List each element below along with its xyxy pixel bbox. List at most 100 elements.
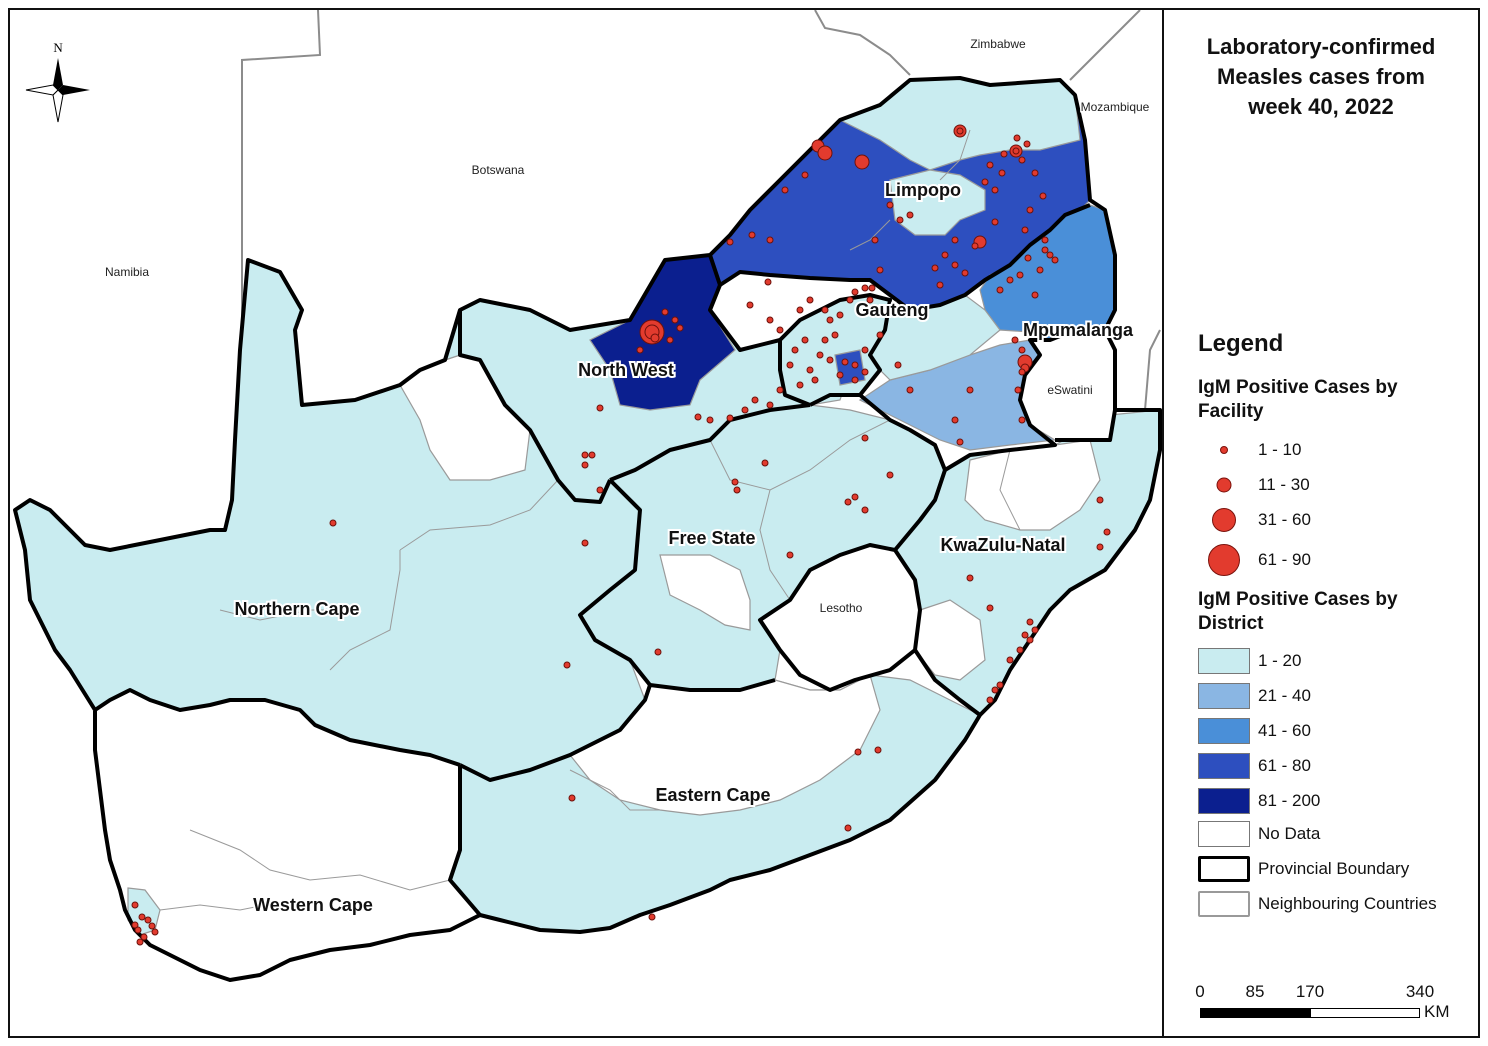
case-point (596, 486, 604, 494)
case-point (766, 236, 774, 244)
case-point (581, 451, 589, 459)
case-point (766, 401, 774, 409)
case-point (841, 358, 849, 366)
case-point (581, 461, 589, 469)
case-point (748, 231, 756, 239)
map-title-line-3: week 40, 2022 (1248, 94, 1394, 119)
case-point (776, 386, 784, 394)
scale-unit: KM (1424, 1002, 1450, 1021)
facility-heading-line-1: IgM Positive Cases by (1198, 377, 1398, 398)
case-point (1018, 156, 1026, 164)
district-class-4: 61 - 80 (1198, 753, 1478, 779)
case-point (886, 201, 894, 209)
case-point (1013, 134, 1021, 142)
legend-heading: Legend (1198, 330, 1284, 357)
country-label-namibia: Namibia (105, 265, 149, 279)
case-point (816, 351, 824, 359)
scale-tick-340: 340 (1405, 982, 1435, 1001)
case-point (781, 186, 789, 194)
case-point (581, 539, 589, 547)
case-point (764, 278, 772, 286)
district-class-label: 1 - 20 (1258, 651, 1302, 670)
panel-divider (1162, 8, 1164, 1038)
boundary-eswatini (1055, 409, 1117, 442)
case-point (956, 438, 964, 446)
case-point (666, 336, 674, 344)
neighbouring-countries-label: Neighbouring Countries (1258, 894, 1437, 913)
district-class-label: 21 - 40 (1258, 686, 1311, 705)
case-point (731, 478, 739, 486)
province-label-eastern-cape: Eastern Cape (655, 785, 770, 805)
case-point (851, 361, 859, 369)
case-point (746, 301, 754, 309)
province-label-mpumalanga: Mpumalanga (1023, 320, 1134, 340)
case-point (851, 288, 859, 296)
district-legend-heading: IgM Positive Cases by District (1198, 588, 1398, 636)
district-class-3: 41 - 60 (1198, 718, 1478, 744)
district-class-6: No Data (1198, 821, 1478, 847)
scale-bar: 0 85 170 340 KM (1195, 982, 1478, 1022)
district-boundaries (159, 129, 1021, 911)
case-point (568, 794, 576, 802)
case-point (966, 574, 974, 582)
province-label-kwazulu-natal: KwaZulu-Natal (940, 535, 1065, 555)
boundary-mp-fs (858, 393, 947, 471)
district-class-swatch (1198, 683, 1250, 709)
case-point (1018, 416, 1026, 424)
case-point (851, 376, 859, 384)
case-point (876, 331, 884, 339)
province-label-gauteng: Gauteng (855, 300, 928, 320)
case-point (138, 913, 146, 921)
provincial-boundary-label: Provincial Boundary (1258, 859, 1410, 878)
case-point (861, 346, 869, 354)
district-class-swatch (1198, 821, 1250, 847)
case-point (1023, 140, 1031, 148)
case-point (144, 916, 152, 924)
boundary-wc-ec (448, 765, 482, 917)
case-point (844, 498, 852, 506)
case-point (991, 218, 999, 226)
facility-dot-large-icon (1212, 508, 1236, 532)
case-point (694, 413, 702, 421)
case-point (951, 261, 959, 269)
case-point (596, 404, 604, 412)
country-label-botswana: Botswana (472, 163, 525, 177)
case-point (1096, 496, 1104, 504)
case-point (741, 406, 749, 414)
case-point (861, 434, 869, 442)
case-point (148, 922, 156, 930)
scale-tick-85: 85 (1245, 982, 1265, 1001)
case-point (1011, 336, 1019, 344)
district-heading-line-1: IgM Positive Cases by (1198, 589, 1398, 610)
district-class-swatch (1198, 788, 1250, 814)
district-class-swatch (1198, 753, 1250, 779)
facility-class-label: 1 - 10 (1258, 440, 1302, 459)
north-label: N (53, 40, 63, 55)
case-point (1031, 291, 1039, 299)
case-point (726, 414, 734, 422)
scale-tick-0: 0 (1195, 982, 1205, 1001)
case-point (941, 251, 949, 259)
boundary-nw-fs (609, 403, 811, 482)
case-point (776, 326, 784, 334)
case-point (1024, 254, 1032, 262)
case-point (1012, 147, 1020, 155)
map-canvas: N Zimbabwe Mozambique Botswana Namibia e… (10, 10, 1162, 1036)
case-point (866, 296, 874, 304)
case-point (821, 336, 829, 344)
case-points-layer (131, 124, 1111, 946)
country-label-eswatini: eSwatini (1047, 383, 1092, 397)
boundary-kzn-ec (913, 648, 982, 717)
boundary-nc-nw (458, 310, 612, 504)
map-frame (8, 8, 1480, 1038)
facility-dot-small-icon (1220, 446, 1228, 454)
facility-class-1: 1 - 10 (1198, 437, 1478, 463)
case-point (806, 366, 814, 374)
district-class-swatch (1198, 718, 1250, 744)
case-point (986, 696, 994, 704)
boundary-fs-ec (649, 678, 776, 692)
legend-panel: Laboratory-confirmed Measles cases from … (1166, 10, 1478, 1036)
district-limpopo-1-20-center (889, 169, 986, 236)
case-point (826, 316, 834, 324)
case-point (871, 236, 879, 244)
